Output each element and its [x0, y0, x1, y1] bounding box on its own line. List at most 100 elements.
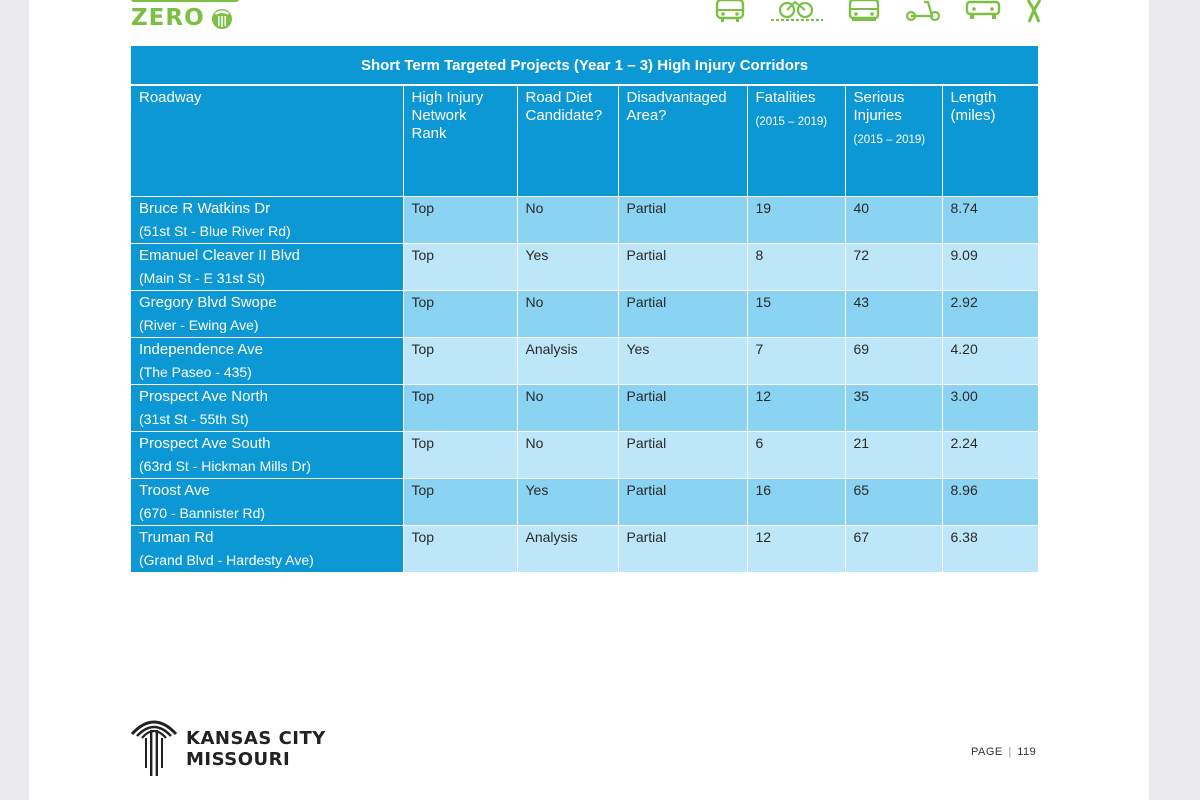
table-row: Gregory Blvd Swope (River - Ewing Ave) Top…	[131, 289, 1039, 337]
fountain-logo-icon	[212, 9, 232, 29]
transport-icon-strip	[714, 0, 1044, 26]
roadway-name: Troost Ave	[139, 481, 210, 499]
header-label-line: Length	[950, 89, 997, 106]
rank-cell: Top	[403, 242, 518, 290]
roadway-cell: Truman Rd (Grand Blvd - Hardesty Ave)	[131, 524, 404, 572]
length-cell: 3.00	[942, 383, 1039, 431]
car-icon	[965, 0, 1001, 27]
table-row: Truman Rd (Grand Blvd - Hardesty Ave) Top A…	[131, 524, 1039, 572]
page-number-value: 119	[1017, 746, 1037, 758]
disadvantaged-area-cell: Partial	[618, 242, 748, 290]
tram-icon	[848, 0, 880, 29]
serious-injuries-cell: 72	[845, 242, 943, 290]
header-road-diet-candidate: Road Diet Candidate?	[517, 85, 619, 196]
rank-cell: Top	[403, 477, 518, 525]
rank-cell: Top	[403, 430, 518, 478]
roadway-cell: Emanuel Cleaver II Blvd (Main St - E 31st…	[131, 242, 404, 290]
table-row: Troost Ave (670 - Bannister Rd) Top Yes Part…	[131, 477, 1039, 525]
roadway-cell: Prospect Ave North (31st St - 55th St)	[131, 383, 404, 431]
serious-injuries-cell: 67	[845, 524, 943, 572]
header-fatalities-label: Fatalities	[755, 89, 816, 106]
header-label-line: Disadvantaged	[626, 89, 727, 106]
fatalities-cell: 6	[747, 430, 846, 478]
page-separator: |	[1008, 746, 1012, 758]
disadvantaged-area-cell: Partial	[618, 195, 748, 243]
fatalities-cell: 12	[747, 524, 846, 572]
length-cell: 2.24	[942, 430, 1039, 478]
roadway-segment: (River - Ewing Ave)	[139, 316, 259, 333]
logo-cropped-top	[131, 0, 239, 2]
document-page: ZERO	[29, 0, 1149, 800]
road-diet-cell: No	[517, 383, 619, 431]
road-diet-cell: No	[517, 289, 619, 337]
org-line-1: KANSAS CITY	[186, 728, 326, 749]
disadvantaged-area-cell: Partial	[618, 477, 748, 525]
rank-cell: Top	[403, 195, 518, 243]
length-cell: 4.20	[942, 336, 1039, 384]
length-cell: 2.92	[942, 289, 1039, 337]
header-high-injury-network-rank: High Injury Network Rank	[403, 85, 518, 196]
roadway-name: Truman Rd	[139, 528, 214, 546]
disadvantaged-area-cell: Partial	[618, 524, 748, 572]
fatalities-cell: 12	[747, 383, 846, 431]
header-label-line: (miles)	[950, 107, 996, 124]
road-diet-cell: Yes	[517, 242, 619, 290]
table-row: Prospect Ave South (63rd St - Hickman Mil…	[131, 430, 1039, 478]
logo-text: ZERO	[131, 5, 205, 31]
bus-icon	[714, 0, 746, 29]
high-injury-corridors-table: Short Term Targeted Projects (Year 1 – 3…	[131, 46, 1039, 572]
header-label-line: Road Diet	[525, 89, 593, 106]
bicycle-icon	[769, 0, 825, 27]
header-label-line: Network	[411, 107, 467, 124]
high-injury-corridors-table-wrapper: Short Term Targeted Projects (Year 1 – 3…	[131, 46, 1039, 572]
roadway-segment: (Main St - E 31st St)	[139, 269, 266, 286]
kansas-city-fountain-logo-icon	[130, 720, 178, 776]
serious-injuries-cell: 35	[845, 383, 943, 431]
serious-injuries-cell: 43	[845, 289, 943, 337]
fatalities-cell: 8	[747, 242, 846, 290]
fatalities-cell: 16	[747, 477, 846, 525]
serious-injuries-cell: 69	[845, 336, 943, 384]
disadvantaged-area-cell: Partial	[618, 430, 748, 478]
roadway-name: Prospect Ave North	[139, 387, 268, 405]
roadway-segment: (670 - Bannister Rd)	[139, 504, 266, 521]
pedestrian-icon	[1024, 0, 1044, 29]
serious-injuries-cell: 40	[845, 195, 943, 243]
table-title: Short Term Targeted Projects (Year 1 – 3…	[131, 46, 1039, 86]
serious-injuries-cell: 21	[845, 430, 943, 478]
road-diet-cell: Analysis	[517, 336, 619, 384]
disadvantaged-area-cell: Yes	[618, 336, 748, 384]
roadway-cell: Troost Ave (670 - Bannister Rd)	[131, 477, 404, 525]
roadway-name: Prospect Ave South	[139, 434, 271, 452]
page-number: PAGE | 119	[971, 746, 1036, 758]
table-body: Bruce R Watkins Dr (51st St - Blue River …	[131, 195, 1039, 572]
roadway-segment: (The Paseo - 435)	[139, 363, 252, 380]
org-line-2: MISSOURI	[186, 749, 291, 770]
disadvantaged-area-cell: Partial	[618, 289, 748, 337]
disadvantaged-area-cell: Partial	[618, 383, 748, 431]
header-fatalities: Fatalities (2015 – 2019)	[747, 85, 846, 196]
serious-injuries-cell: 65	[845, 477, 943, 525]
table-row: Bruce R Watkins Dr (51st St - Blue River …	[131, 195, 1039, 243]
roadway-cell: Independence Ave (The Paseo - 435)	[131, 336, 404, 384]
fatalities-cell: 7	[747, 336, 846, 384]
road-diet-cell: No	[517, 195, 619, 243]
scooter-icon	[904, 0, 942, 27]
road-diet-cell: No	[517, 430, 619, 478]
roadway-cell: Gregory Blvd Swope (River - Ewing Ave)	[131, 289, 404, 337]
table-row: Emanuel Cleaver II Blvd (Main St - E 31st…	[131, 242, 1039, 290]
roadway-cell: Bruce R Watkins Dr (51st St - Blue River …	[131, 195, 404, 243]
kansas-city-missouri-wordmark: KANSAS CITY MISSOURI	[186, 728, 326, 770]
header-roadway: Roadway	[131, 85, 404, 196]
road-diet-cell: Yes	[517, 477, 619, 525]
header-serious-injuries-years: (2015 – 2019)	[853, 134, 926, 146]
roadway-name: Gregory Blvd Swope	[139, 293, 277, 311]
roadway-segment: (63rd St - Hickman Mills Dr)	[139, 457, 311, 474]
header-label-line: Rank	[411, 125, 447, 142]
road-diet-cell: Analysis	[517, 524, 619, 572]
header-label-line: Injuries	[853, 107, 902, 124]
length-cell: 8.74	[942, 195, 1039, 243]
length-cell: 6.38	[942, 524, 1039, 572]
rank-cell: Top	[403, 336, 518, 384]
header-label-line: Candidate?	[525, 107, 603, 124]
